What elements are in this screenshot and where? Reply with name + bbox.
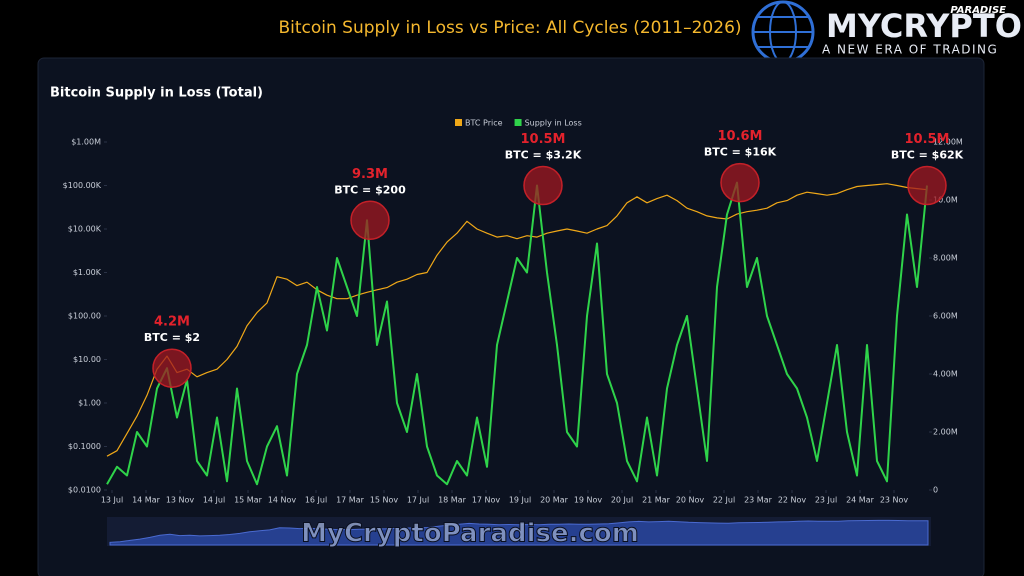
x-tick-label: 15 Mar xyxy=(234,496,263,505)
annotation-value: 9.3M xyxy=(352,167,388,182)
annotation-text: BTC = $200 xyxy=(334,183,406,196)
x-tick-label: 18 Mar xyxy=(438,496,467,505)
x-tick-label: 13 Jul xyxy=(101,496,123,505)
x-tick-label: 17 Jul xyxy=(407,496,429,505)
x-tick-label: 20 Mar xyxy=(540,496,569,505)
annotation-value: 4.2M xyxy=(154,315,190,330)
x-tick-label: 17 Nov xyxy=(472,496,501,505)
annotation-marker xyxy=(523,165,563,206)
watermark: MyCryptoParadise.com xyxy=(301,519,639,549)
x-tick-label: 23 Jul xyxy=(815,496,837,505)
navigator-area xyxy=(109,519,929,546)
x-tick-label: 13 Nov xyxy=(166,496,195,505)
y-tick-label: $100.00K xyxy=(63,181,102,190)
logo: PARADISE MYCRYPTO A NEW ERA OF TRADING xyxy=(751,0,1022,64)
chart-title: Bitcoin Supply in Loss (Total) xyxy=(50,86,263,101)
x-tick-label: 14 Jul xyxy=(203,496,225,505)
y2-tick-label: 2.00M xyxy=(933,428,958,437)
annotation-text: BTC = $16K xyxy=(704,146,777,159)
annotation-marker xyxy=(350,200,390,241)
y2-tick-label: 12.00M xyxy=(933,138,963,147)
x-tick-label: 23 Nov xyxy=(880,496,909,505)
annotation-text: BTC = $2 xyxy=(144,331,200,344)
x-tick-label: 19 Jul xyxy=(509,496,531,505)
annotation-marker xyxy=(152,348,192,388)
y-tick-label: $1.00K xyxy=(73,268,102,277)
supply-line xyxy=(106,181,928,486)
y-tick-label: $100.00 xyxy=(68,312,101,321)
x-tick-label: 22 Jul xyxy=(713,496,735,505)
x-tick-label: 16 Jul xyxy=(305,496,327,505)
annotation-value: 10.6M xyxy=(717,129,762,144)
y-tick-label: $10.00K xyxy=(68,225,102,234)
x-tick-label: 23 Mar xyxy=(744,496,773,505)
y-tick-label: $1.00M xyxy=(71,138,101,147)
x-tick-label: 19 Nov xyxy=(574,496,603,505)
annotation-value: 10.5M xyxy=(520,132,565,147)
navigator-series xyxy=(109,519,929,546)
x-tick-label: 17 Mar xyxy=(336,496,365,505)
y2-tick-label: 6.00M xyxy=(933,312,958,321)
legend-swatch xyxy=(514,119,522,126)
x-tick-label: 22 Nov xyxy=(778,496,807,505)
y2-tick-label: 10.0M xyxy=(933,196,958,205)
y-tick-label: $10.00 xyxy=(73,355,101,364)
y2-tick-label: 0 xyxy=(933,486,938,495)
logo-sub: PARADISE xyxy=(950,5,1006,16)
x-tick-label: 14 Mar xyxy=(132,496,161,505)
x-tick-label: 21 Mar xyxy=(642,496,671,505)
y-tick-label: $0.0100 xyxy=(68,486,101,495)
x-tick-label: 14 Nov xyxy=(268,496,297,505)
annotation-text: BTC = $62K xyxy=(891,149,964,162)
x-tick-label: 15 Nov xyxy=(370,496,399,505)
y2-tick-label: 8.00M xyxy=(933,254,958,263)
annotation-marker xyxy=(720,162,760,203)
plot: $0.0100 $0.1000 $1.00 $10.00 $100.00 $1.00K $1… xyxy=(63,119,964,505)
page-title: Bitcoin Supply in Loss vs Price: All Cyc… xyxy=(278,18,741,38)
y-tick-label: $0.1000 xyxy=(68,442,101,451)
annotation-marker xyxy=(907,165,947,206)
legend-label: Supply in Loss xyxy=(525,119,582,128)
y-tick-label: $1.00 xyxy=(78,399,101,408)
x-tick-label: 24 Mar xyxy=(846,496,875,505)
x-tick-label: 20 Jul xyxy=(611,496,633,505)
x-tick-label: 20 Nov xyxy=(676,496,705,505)
annotation-value: 10.5M xyxy=(904,132,949,147)
logo-tagline: A NEW ERA OF TRADING xyxy=(822,43,998,57)
legend-swatch xyxy=(455,119,462,126)
annotation-text: BTC = $3.2K xyxy=(505,149,582,162)
legend-label: BTC Price xyxy=(465,119,503,128)
y2-tick-label: 4.00M xyxy=(933,370,958,379)
logo-brand: MYCRYPTO xyxy=(826,7,1022,45)
price-line xyxy=(106,183,928,457)
